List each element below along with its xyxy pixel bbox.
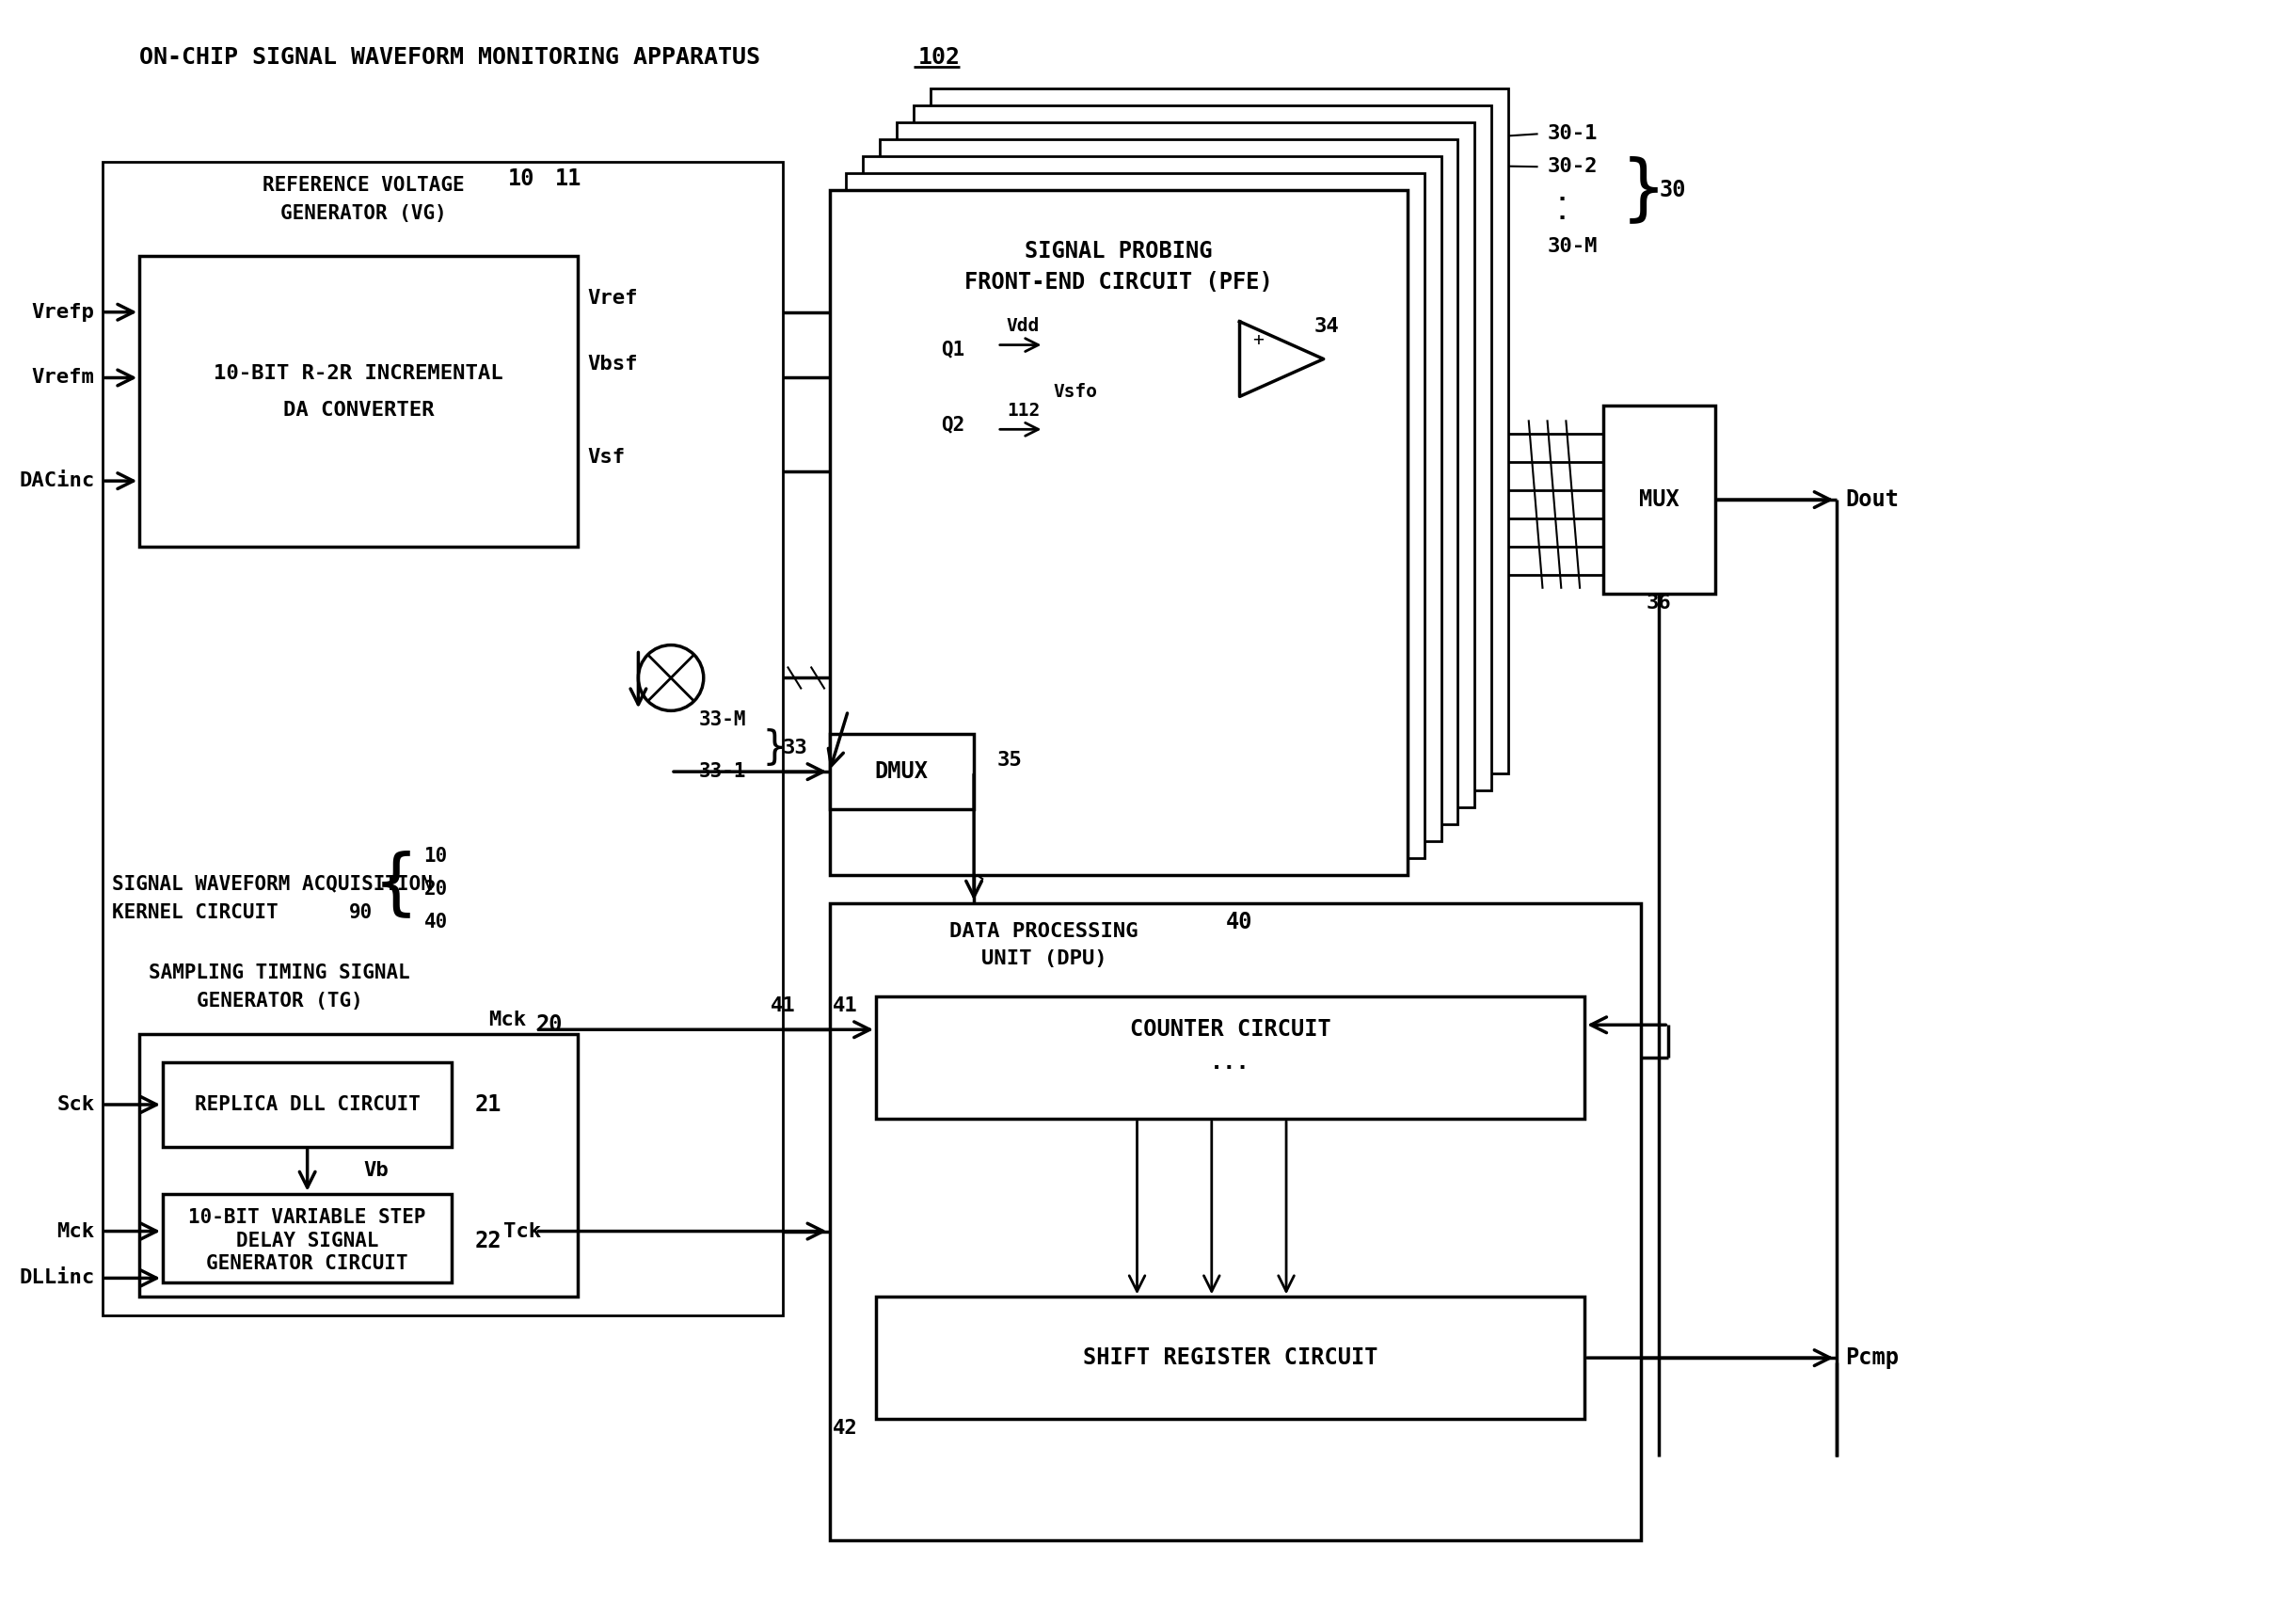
Text: ·: · [1554, 206, 1568, 229]
Text: Q2: Q2 [942, 416, 965, 434]
Text: DLLinc: DLLinc [18, 1268, 94, 1288]
Text: FRONT-END CIRCUIT (PFE): FRONT-END CIRCUIT (PFE) [965, 271, 1272, 294]
Text: Tck: Tck [504, 1221, 541, 1241]
Text: }: } [763, 729, 786, 768]
Text: 11: 11 [555, 167, 582, 190]
Text: Vb: Vb [362, 1161, 387, 1179]
Text: 30: 30 [1659, 179, 1687, 201]
Text: 42: 42 [832, 1419, 857, 1437]
Bar [163, 1194, 452, 1283]
Text: ·: · [1554, 188, 1568, 211]
Text: 33-1: 33-1 [699, 762, 747, 781]
Text: ...: ... [1210, 1051, 1251, 1073]
Text: 30-M: 30-M [1547, 237, 1598, 257]
Text: 21: 21 [474, 1093, 502, 1116]
Text: {: { [374, 849, 417, 919]
Text: 10: 10 [509, 167, 534, 190]
Text: Vsfo: Vsfo [1052, 383, 1098, 401]
Text: 90: 90 [348, 903, 374, 922]
Text: Vrefm: Vrefm [32, 369, 94, 387]
Text: Sck: Sck [57, 1095, 94, 1114]
Text: 41: 41 [832, 997, 857, 1015]
Bar [864, 156, 1442, 841]
Text: 35: 35 [997, 750, 1022, 770]
Bar [931, 89, 1508, 773]
Text: Q1: Q1 [942, 339, 965, 359]
Bar [1602, 406, 1714, 593]
Text: 41: 41 [770, 997, 795, 1015]
Text: Dout: Dout [1845, 489, 1900, 512]
Bar [140, 257, 578, 547]
Text: DELAY SIGNAL: DELAY SIGNAL [236, 1231, 378, 1250]
Text: Pcmp: Pcmp [1845, 1346, 1900, 1369]
Text: 36: 36 [1646, 593, 1671, 612]
Text: 30-1: 30-1 [1547, 125, 1598, 143]
Text: Vrefp: Vrefp [32, 302, 94, 322]
Text: }: } [1623, 156, 1666, 226]
Text: 20: 20 [424, 880, 447, 898]
Text: 10-BIT R-2R INCREMENTAL: 10-BIT R-2R INCREMENTAL [213, 364, 504, 383]
Text: Vref: Vref [587, 289, 637, 307]
Text: 34: 34 [1313, 317, 1339, 336]
Text: 22: 22 [474, 1229, 502, 1252]
Bar [103, 162, 784, 1315]
Bar [876, 1298, 1584, 1419]
Text: REFERENCE VOLTAGE: REFERENCE VOLTAGE [261, 175, 465, 195]
Bar [846, 174, 1423, 857]
Bar [830, 734, 974, 809]
Text: 10: 10 [424, 846, 447, 866]
Text: UNIT (DPU): UNIT (DPU) [981, 950, 1107, 968]
Text: DACinc: DACinc [18, 471, 94, 490]
Text: REPLICA DLL CIRCUIT: REPLICA DLL CIRCUIT [195, 1095, 419, 1114]
Text: 33: 33 [784, 739, 809, 758]
Text: 20: 20 [536, 1013, 562, 1036]
Text: 33-M: 33-M [699, 711, 747, 729]
Bar [163, 1062, 452, 1147]
Text: COUNTER CIRCUIT: COUNTER CIRCUIT [1130, 1018, 1332, 1041]
Text: SAMPLING TIMING SIGNAL: SAMPLING TIMING SIGNAL [149, 965, 410, 983]
Text: 112: 112 [1006, 401, 1041, 419]
Bar [140, 1034, 578, 1298]
Bar [912, 106, 1492, 791]
Text: +: + [1254, 331, 1263, 349]
Text: DMUX: DMUX [873, 760, 928, 783]
Text: Vbsf: Vbsf [587, 354, 637, 374]
Text: Mck: Mck [488, 1010, 527, 1030]
Bar [876, 997, 1584, 1119]
Bar [880, 140, 1458, 825]
Text: MUX: MUX [1639, 489, 1680, 512]
Text: SIGNAL WAVEFORM ACQUISITION: SIGNAL WAVEFORM ACQUISITION [112, 875, 433, 893]
Text: SIGNAL PROBING: SIGNAL PROBING [1025, 240, 1212, 263]
Text: SHIFT REGISTER CIRCUIT: SHIFT REGISTER CIRCUIT [1082, 1346, 1377, 1369]
Text: GENERATOR (TG): GENERATOR (TG) [197, 992, 362, 1010]
Text: DA CONVERTER: DA CONVERTER [284, 401, 433, 421]
Circle shape [637, 645, 704, 711]
Text: DATA PROCESSING: DATA PROCESSING [949, 922, 1139, 940]
Text: 10-BIT VARIABLE STEP: 10-BIT VARIABLE STEP [188, 1208, 426, 1226]
Bar [830, 190, 1407, 875]
Text: Mck: Mck [57, 1221, 94, 1241]
Polygon shape [1240, 322, 1322, 396]
Text: 30-2: 30-2 [1547, 158, 1598, 175]
Text: 40: 40 [424, 913, 447, 931]
Text: 40: 40 [1226, 911, 1251, 934]
Text: 102: 102 [919, 45, 960, 68]
Text: Vdd: Vdd [1006, 317, 1041, 335]
Text: Vsf: Vsf [587, 448, 626, 466]
Bar [896, 123, 1474, 807]
Text: GENERATOR (VG): GENERATOR (VG) [280, 205, 447, 222]
Bar [830, 903, 1641, 1541]
Text: GENERATOR CIRCUIT: GENERATOR CIRCUIT [206, 1255, 408, 1273]
Text: KERNEL CIRCUIT: KERNEL CIRCUIT [112, 903, 277, 922]
Text: ON-CHIP SIGNAL WAVEFORM MONITORING APPARATUS: ON-CHIP SIGNAL WAVEFORM MONITORING APPAR… [140, 45, 761, 68]
